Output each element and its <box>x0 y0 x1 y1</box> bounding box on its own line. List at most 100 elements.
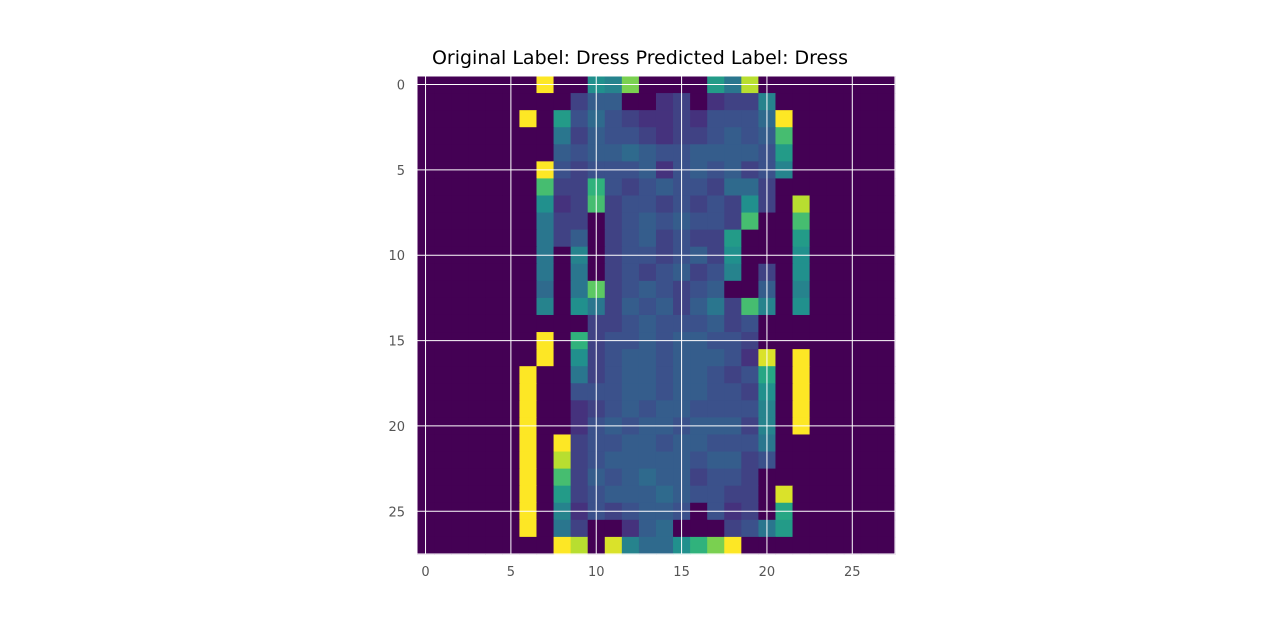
heatmap-cell <box>519 144 538 162</box>
heatmap-cell <box>485 280 503 299</box>
heatmap-cell <box>724 519 742 538</box>
heatmap-cell <box>792 127 811 145</box>
heatmap-cell <box>553 212 572 231</box>
heatmap-cell <box>536 229 555 248</box>
heatmap-cell <box>792 110 811 128</box>
heatmap-cell <box>553 366 572 384</box>
heatmap-cell <box>519 93 538 111</box>
heatmap-cell <box>809 127 828 145</box>
heatmap-cell <box>809 400 828 418</box>
heatmap-cell <box>604 178 623 197</box>
heatmap-cell <box>860 383 879 401</box>
heatmap-cell <box>809 519 828 538</box>
heatmap-cell <box>707 297 725 316</box>
heatmap-cell <box>485 536 503 555</box>
heatmap-cell <box>485 314 503 333</box>
heatmap-cell <box>775 93 794 111</box>
heatmap-cell <box>724 127 742 145</box>
heatmap-cell <box>451 178 469 197</box>
heatmap-cell <box>724 280 742 299</box>
heatmap-cell <box>434 451 452 470</box>
heatmap-cell <box>775 383 794 401</box>
heatmap-cell <box>451 434 469 453</box>
heatmap-cell <box>877 195 896 214</box>
heatmap-cell <box>638 93 657 111</box>
heatmap-cell <box>707 127 725 145</box>
heatmap-cell <box>877 144 896 162</box>
heatmap-cell <box>860 400 879 418</box>
heatmap-cell <box>792 519 811 538</box>
heatmap-cell <box>792 434 811 453</box>
heatmap-cell <box>655 144 674 162</box>
heatmap-cell <box>809 229 828 248</box>
heatmap-cell <box>468 468 486 487</box>
heatmap-cell <box>877 451 896 470</box>
heatmap-cell <box>877 349 896 367</box>
heatmap-cell <box>536 400 555 418</box>
heatmap-cell <box>570 229 589 248</box>
heatmap-cell <box>451 110 469 128</box>
heatmap-cell <box>468 229 486 248</box>
heatmap-cell <box>775 127 794 145</box>
heatmap-cell <box>690 485 708 504</box>
heatmap-cell <box>536 144 555 162</box>
heatmap-cell <box>792 280 811 299</box>
heatmap-cell <box>621 434 640 453</box>
heatmap-cell <box>809 314 828 333</box>
heatmap-cell <box>860 451 879 470</box>
heatmap-cell <box>826 280 845 299</box>
heatmap-cell <box>434 263 452 282</box>
heatmap-cell <box>741 127 759 145</box>
heatmap-cell <box>655 212 674 231</box>
heatmap-cell <box>707 468 725 487</box>
heatmap-cell <box>451 212 469 231</box>
heatmap-cell <box>690 314 708 333</box>
heatmap-cell <box>553 229 572 248</box>
heatmap-cell <box>553 383 572 401</box>
heatmap-cell <box>621 519 640 538</box>
heatmap-cell <box>741 366 759 384</box>
heatmap-cell <box>877 468 896 487</box>
heatmap-cell <box>741 144 759 162</box>
heatmap-cell <box>621 485 640 504</box>
heatmap-cell <box>707 212 725 231</box>
heatmap-cell <box>724 144 742 162</box>
heatmap-cell <box>826 127 845 145</box>
heatmap-cell <box>553 519 572 538</box>
heatmap-cell <box>724 314 742 333</box>
heatmap-cell <box>826 178 845 197</box>
heatmap-cell <box>468 314 486 333</box>
heatmap-cell <box>655 280 674 299</box>
heatmap-cell <box>519 280 538 299</box>
heatmap-cell <box>809 297 828 316</box>
heatmap-cell <box>877 280 896 299</box>
heatmap-cell <box>775 212 794 231</box>
heatmap-cell <box>724 383 742 401</box>
heatmap-cell <box>707 314 725 333</box>
heatmap-cell <box>655 229 674 248</box>
heatmap-cell <box>775 144 794 162</box>
heatmap-cell <box>655 366 674 384</box>
heatmap-cell <box>434 229 452 248</box>
heatmap-cell <box>570 144 589 162</box>
heatmap-cell <box>655 110 674 128</box>
heatmap-cell <box>536 110 555 128</box>
heatmap-cell <box>860 127 879 145</box>
heatmap-cell <box>621 383 640 401</box>
heatmap-cell <box>536 383 555 401</box>
heatmap-cell <box>621 536 640 555</box>
heatmap-cell <box>792 144 811 162</box>
heatmap-cell <box>877 400 896 418</box>
heatmap-cell <box>553 110 572 128</box>
heatmap-cell <box>724 297 742 316</box>
heatmap-cell <box>536 93 555 111</box>
heatmap-cell <box>690 519 708 538</box>
heatmap-cell <box>690 229 708 248</box>
heatmap-cell <box>707 400 725 418</box>
heatmap-cell <box>877 366 896 384</box>
heatmap-cell <box>707 451 725 470</box>
heatmap-cell <box>860 349 879 367</box>
heatmap-cell <box>741 110 759 128</box>
heatmap-cell <box>826 263 845 282</box>
